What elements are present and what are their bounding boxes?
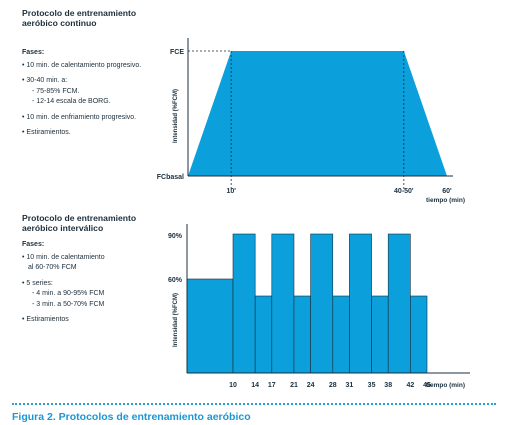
bottom-panel-line: - 3 min. a 50-70% FCM [32,300,105,308]
bottom-panel-line: al 60-70% FCM [28,264,77,271]
x-tick-label: 38 [384,382,392,389]
bottom-panel-title-line-2: aeróbico interválico [22,223,104,233]
y-tick-label: FCE [170,49,184,56]
top-panel-phases: Fases: • 10 min. de calentamiento progre… [22,48,141,139]
interval-bar [254,295,273,374]
x-tick-label: 10 [229,382,237,389]
top-panel-line: - 12-14 escala de BORG. [32,98,111,105]
interval-bar [332,295,350,374]
interval-bar [232,233,256,374]
x-tick-label: 45 [423,382,431,389]
continuous-protocol-chart: FCE FCbasal 10' 40-50' 60' tiempo (min) Intens… [157,38,465,204]
bottom-panel-line: • Estiramientos [22,316,69,323]
x-tick-label: 35 [368,382,376,389]
bottom-panel-line: - 4 min. a 90-95% FCM [32,290,105,297]
y-axis-label: Intensidad (%FCM) [173,89,179,143]
bottom-panel-title-line-1: Protocolo de entrenamiento [22,213,137,223]
x-tick-label: 60' [442,188,452,195]
x-tick-label: 14 [251,382,259,389]
caption-divider [12,403,496,405]
x-tick-label: 17 [268,382,276,389]
x-tick-label: 21 [290,382,298,389]
interval-bar [371,295,389,374]
y-tick-label: 60% [168,277,183,284]
interval-bar [293,295,311,374]
x-axis-label: tiempo (min) [426,197,465,204]
interval-bar [387,233,411,374]
bottom-panel-line: • 10 min. de calentamiento [22,253,105,261]
y-axis-label: Intensidad (%FCM) [173,293,179,347]
top-panel-line: • 10 min. de calentamiento progresivo. [22,61,142,69]
top-panel-line: - 75-85% FCM. [32,87,80,95]
bottom-phases-label: Fases: [22,241,45,248]
top-panel-line: • Estiramientos. [22,129,71,136]
interval-bar [271,233,295,374]
top-panel-line: • 30-40 min. a: [22,77,68,84]
y-tick-label: FCbasal [157,174,184,181]
top-panel-title: Protocolo de entrenamiento aeróbico cont… [22,8,136,28]
y-tick-label: 90% [168,233,183,240]
x-tick-label: 24 [307,382,315,389]
x-tick-label: 31 [346,382,354,389]
x-tick-label: 28 [329,382,337,389]
interval-bar [186,278,234,374]
x-tick-label: 40-50' [394,188,414,195]
bottom-panel-line: • 5 series: [22,279,53,287]
x-tick-label: 42 [406,382,414,389]
interval-bar [310,233,334,374]
top-panel-line: • 10 min. de enfriamiento progresivo. [22,113,137,121]
top-panel-title-line-2: aeróbico continuo [22,18,97,28]
top-phases-label: Fases: [22,49,45,56]
figure-caption: Figura 2. Protocolos de entrenamiento ae… [12,411,251,423]
x-axis-label: tiempo (min) [426,382,465,389]
bottom-panel-phases: Fases: • 10 min. de calentamiento al 60-7… [22,240,105,326]
continuous-area [188,51,447,176]
top-panel-title-line-1: Protocolo de entrenamiento [22,8,137,18]
bottom-panel-title: Protocolo de entrenamiento aeróbico inte… [22,213,136,233]
x-tick-label: 10' [226,188,236,195]
interval-bar [349,233,372,374]
interval-bar [410,295,428,374]
